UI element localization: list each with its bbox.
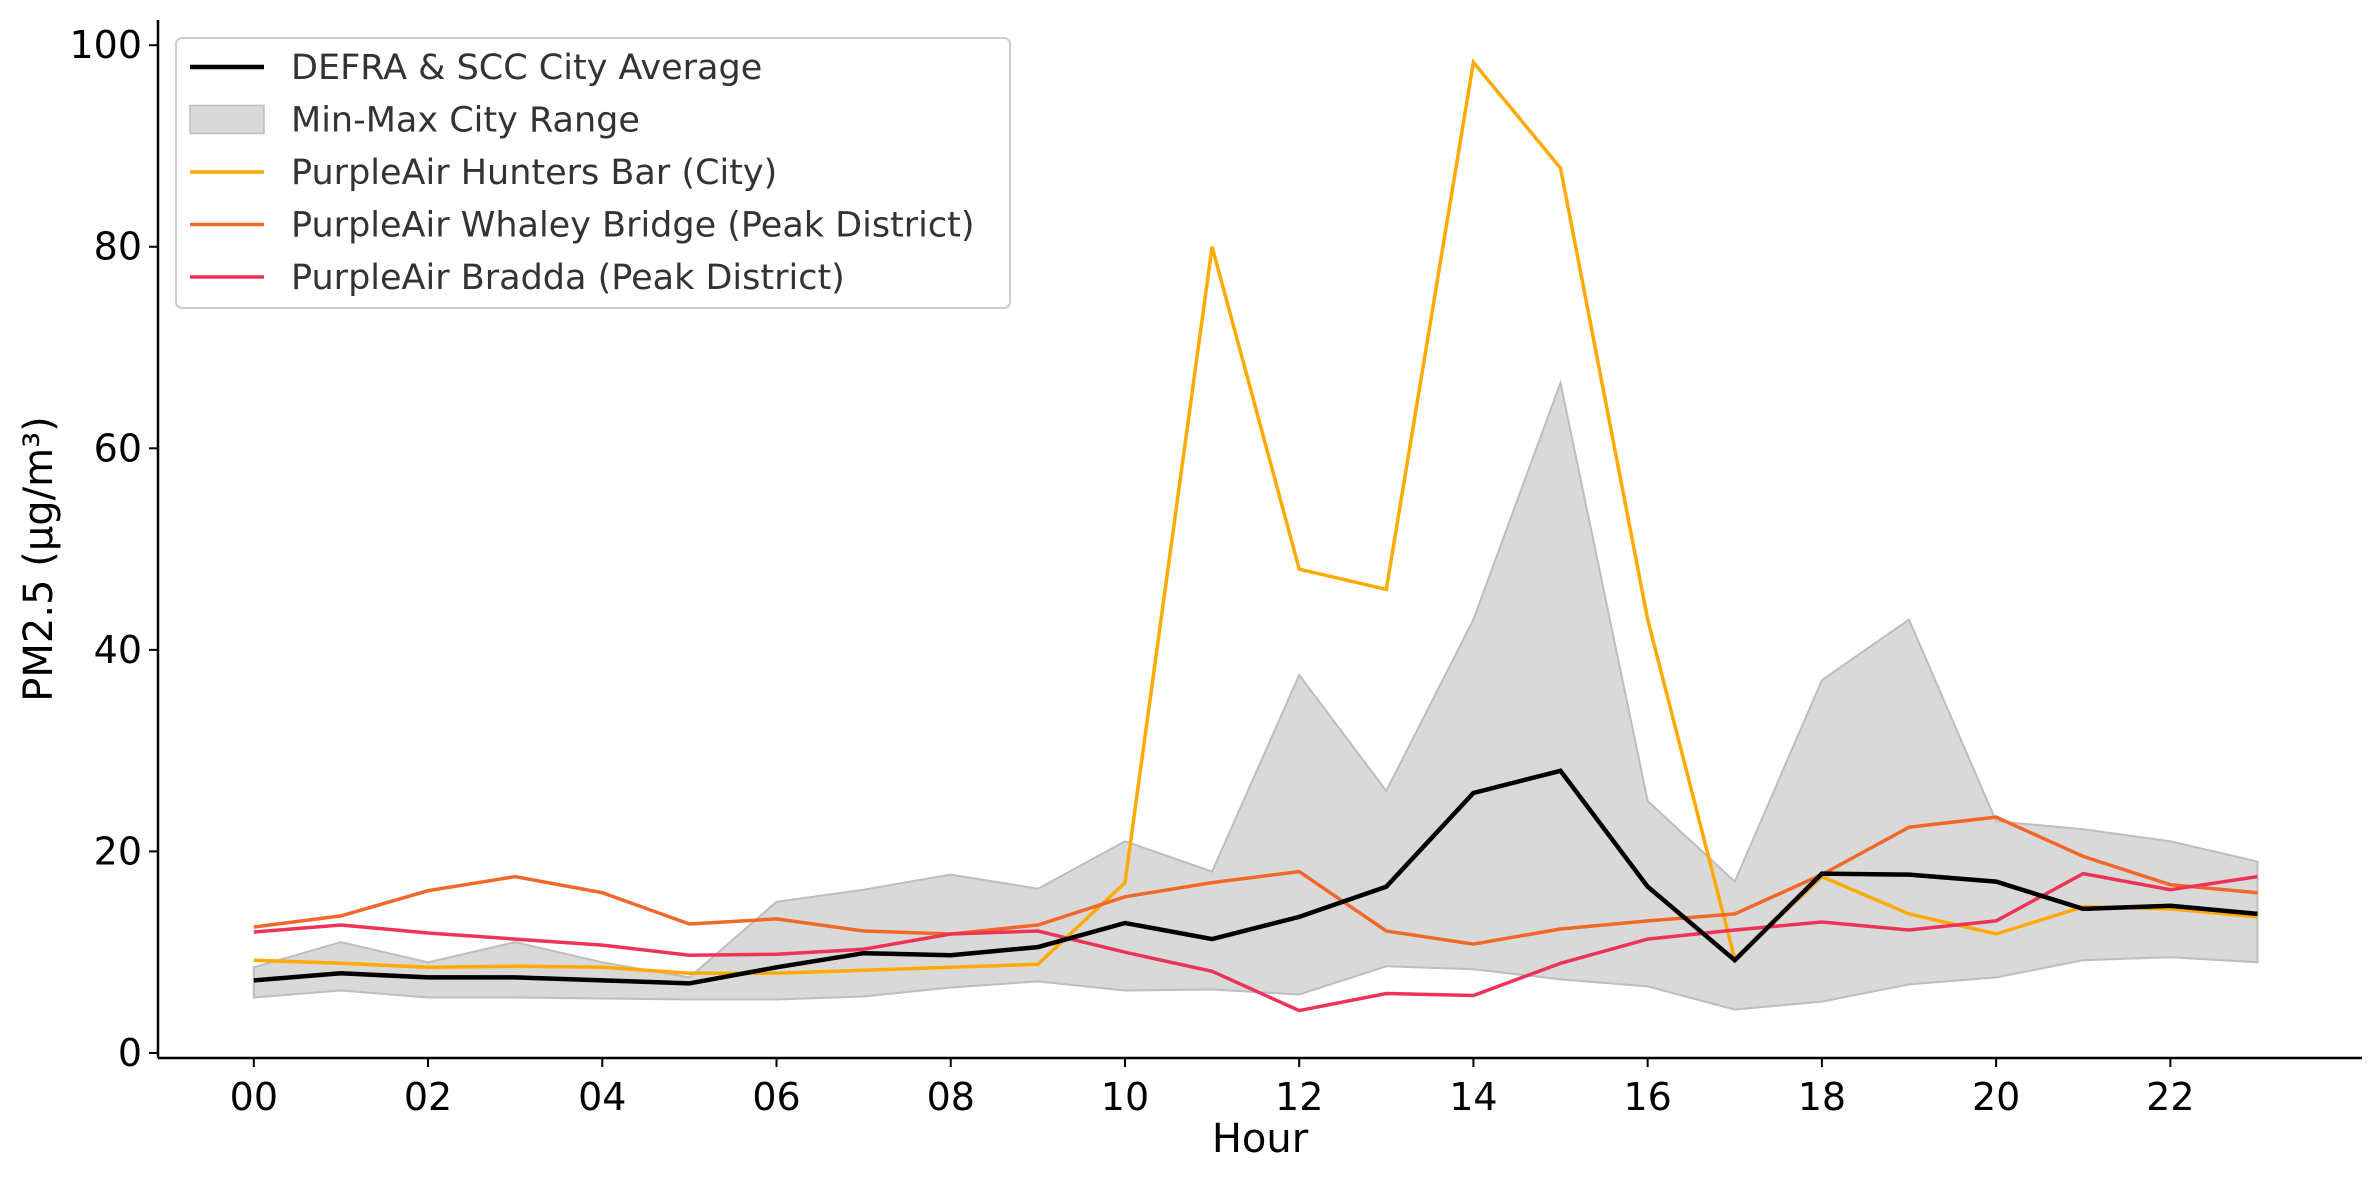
x-tick-label: 08 <box>927 1075 975 1119</box>
series-line-2 <box>253 815 2258 946</box>
range-band-layer <box>252 379 2259 1011</box>
y-tick-label: 20 <box>94 829 142 873</box>
y-tick-label: 60 <box>94 426 142 470</box>
x-tick-label: 12 <box>1275 1075 1323 1119</box>
series-layer <box>253 58 2258 1013</box>
series-line-0 <box>253 768 2258 986</box>
min-max-range-band <box>252 379 2259 1011</box>
legend-label-3: PurpleAir Whaley Bridge (Peak District) <box>291 206 975 246</box>
legend-box <box>175 37 1011 309</box>
legend-label-2: PurpleAir Hunters Bar (City) <box>291 153 777 193</box>
x-tick-label: 20 <box>1972 1075 2020 1119</box>
x-tick-label: 18 <box>1798 1075 1846 1119</box>
series-line-1 <box>253 58 2258 976</box>
axes-layer: 0 20 40 60 80 100 00 02 04 06 08 10 12 14 16 18 20 22 <box>69 20 2362 1119</box>
x-tick-label: 06 <box>752 1075 800 1119</box>
series-line-3 <box>253 871 2258 1013</box>
y-tick-label: 80 <box>94 225 142 269</box>
x-tick-label: 02 <box>404 1075 452 1119</box>
y-axis-label: PM2.5 (µg/m³) <box>16 416 62 702</box>
legend-label-0: DEFRA & SCC City Average <box>291 48 762 88</box>
legend-swatch-1 <box>189 104 265 135</box>
legend-label-1: Min-Max City Range <box>291 101 640 141</box>
x-tick-label: 04 <box>578 1075 626 1119</box>
x-tick-label: 16 <box>1623 1075 1671 1119</box>
x-tick-label: 10 <box>1101 1075 1149 1119</box>
x-tick-label: 14 <box>1449 1075 1497 1119</box>
x-tick-label: 00 <box>230 1075 278 1119</box>
legend-label-4: PurpleAir Bradda (Peak District) <box>291 258 845 298</box>
legend: DEFRA & SCC City Average Min-Max City Ran… <box>175 37 1011 309</box>
x-tick-label: 22 <box>2146 1075 2194 1119</box>
x-axis-label: Hour <box>1212 1116 1309 1162</box>
y-tick-label: 100 <box>69 23 142 67</box>
y-tick-label: 40 <box>94 628 142 672</box>
y-tick-label: 0 <box>118 1031 142 1075</box>
